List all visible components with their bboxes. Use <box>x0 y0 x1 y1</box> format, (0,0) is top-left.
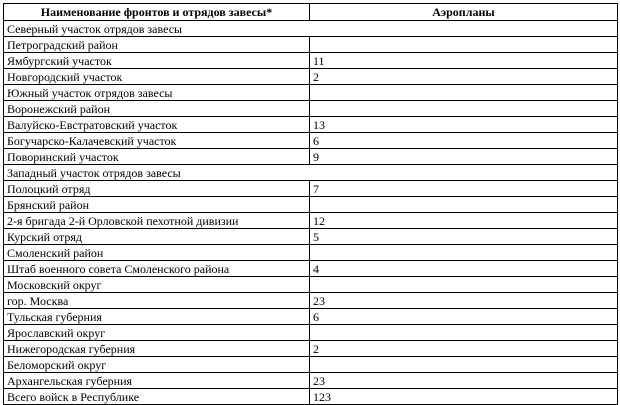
aircraft-count-cell: 6 <box>309 132 618 149</box>
aircraft-count-cell: 7 <box>309 180 618 197</box>
table-row: Штаб военного совета Смоленского района 4 <box>3 260 618 277</box>
header-row: Наименование фронтов и отрядов завесы* А… <box>3 3 618 21</box>
aircraft-count-cell: 5 <box>309 228 618 245</box>
aircraft-count-cell: 123 <box>309 388 618 405</box>
table-row: Московский округ <box>3 276 618 293</box>
unit-name-cell: Богучарско-Калачевский участок <box>3 132 310 149</box>
aircraft-count-cell: 9 <box>309 148 618 165</box>
unit-name-cell: Петроградский район <box>3 36 310 53</box>
unit-name-cell: Валуйско-Евстратовский участок <box>3 116 310 133</box>
unit-name-cell: Ярославский округ <box>3 324 310 341</box>
unit-name-cell: Новгородский участок <box>3 68 310 85</box>
table-row: 2-я бригада 2-й Орловской пехотной дивиз… <box>3 212 618 229</box>
unit-name-cell: Нижегородская губерния <box>3 340 310 357</box>
unit-name-cell: Северный участок отрядов завесы <box>3 20 618 37</box>
table-row: Тульская губерния 6 <box>3 308 618 325</box>
unit-name-cell: Смоленский район <box>3 244 310 261</box>
unit-name-cell: Архангельская губерния <box>3 372 310 389</box>
aircraft-count-cell <box>309 356 618 373</box>
aircraft-count-cell <box>309 196 618 213</box>
table-row: Ярославский округ <box>3 324 618 341</box>
aircraft-count-cell <box>309 244 618 261</box>
aircraft-count-cell: 2 <box>309 340 618 357</box>
table-row: Архангельская губерния 23 <box>3 372 618 389</box>
aircraft-count-cell: 23 <box>309 372 618 389</box>
table-row: Новгородский участок 2 <box>3 68 618 85</box>
aircraft-count-cell: 23 <box>309 292 618 309</box>
table-body: Северный участок отрядов завесы Петроград… <box>3 20 618 405</box>
table-row: Брянский район <box>3 196 618 213</box>
unit-name-cell: Всего войск в Республике <box>3 388 310 405</box>
aircraft-count-cell <box>309 276 618 293</box>
aircraft-table: Наименование фронтов и отрядов завесы* А… <box>3 3 618 405</box>
aircraft-count-cell: 2 <box>309 68 618 85</box>
aircraft-count-cell <box>309 100 618 117</box>
table-row: Нижегородская губерния 2 <box>3 340 618 357</box>
aircraft-count-cell: 4 <box>309 260 618 277</box>
table-row: Валуйско-Евстратовский участок 13 <box>3 116 618 133</box>
unit-name-cell: Курский отряд <box>3 228 310 245</box>
table-row: Курский отряд 5 <box>3 228 618 245</box>
unit-name-cell: гор. Москва <box>3 292 310 309</box>
aircraft-count-cell: 13 <box>309 116 618 133</box>
unit-name-cell: Штаб военного совета Смоленского района <box>3 260 310 277</box>
aircraft-count-cell: 6 <box>309 308 618 325</box>
unit-name-cell: Московский округ <box>3 276 310 293</box>
table-row: Полоцкий отряд 7 <box>3 180 618 197</box>
aircraft-count-cell: 11 <box>309 52 618 69</box>
unit-name-cell: Южный участок отрядов завесы <box>3 84 310 101</box>
table-row: гор. Москва 23 <box>3 292 618 309</box>
unit-name-cell: Брянский район <box>3 196 310 213</box>
table-row: Смоленский район <box>3 244 618 261</box>
unit-name-cell: Ямбургский участок <box>3 52 310 69</box>
aircraft-count-cell <box>309 84 618 101</box>
unit-name-cell: 2-я бригада 2-й Орловской пехотной дивиз… <box>3 212 310 229</box>
table-row: Беломорский округ <box>3 356 618 373</box>
aircraft-count-cell <box>309 36 618 53</box>
aircraft-count-cell: 12 <box>309 212 618 229</box>
unit-name-cell: Воронежский район <box>3 100 310 117</box>
table-row: Всего войск в Республике 123 <box>3 388 618 405</box>
table-row: Северный участок отрядов завесы <box>3 20 618 37</box>
unit-name-cell: Беломорский округ <box>3 356 310 373</box>
unit-name-cell: Полоцкий отряд <box>3 180 310 197</box>
table-row: Богучарско-Калачевский участок 6 <box>3 132 618 149</box>
table-row: Петроградский район <box>3 36 618 53</box>
table-row: Поворинский участок 9 <box>3 148 618 165</box>
unit-name-cell: Поворинский участок <box>3 148 310 165</box>
table-row: Воронежский район <box>3 100 618 117</box>
table-row: Ямбургский участок 11 <box>3 52 618 69</box>
column-header-name: Наименование фронтов и отрядов завесы* <box>3 3 310 21</box>
unit-name-cell: Тульская губерния <box>3 308 310 325</box>
column-header-aircraft: Аэропланы <box>309 3 618 21</box>
aircraft-count-cell <box>309 324 618 341</box>
table-row: Западный участок отрядов завесы <box>3 164 618 181</box>
table-row: Южный участок отрядов завесы <box>3 84 618 101</box>
unit-name-cell: Западный участок отрядов завесы <box>3 164 618 181</box>
